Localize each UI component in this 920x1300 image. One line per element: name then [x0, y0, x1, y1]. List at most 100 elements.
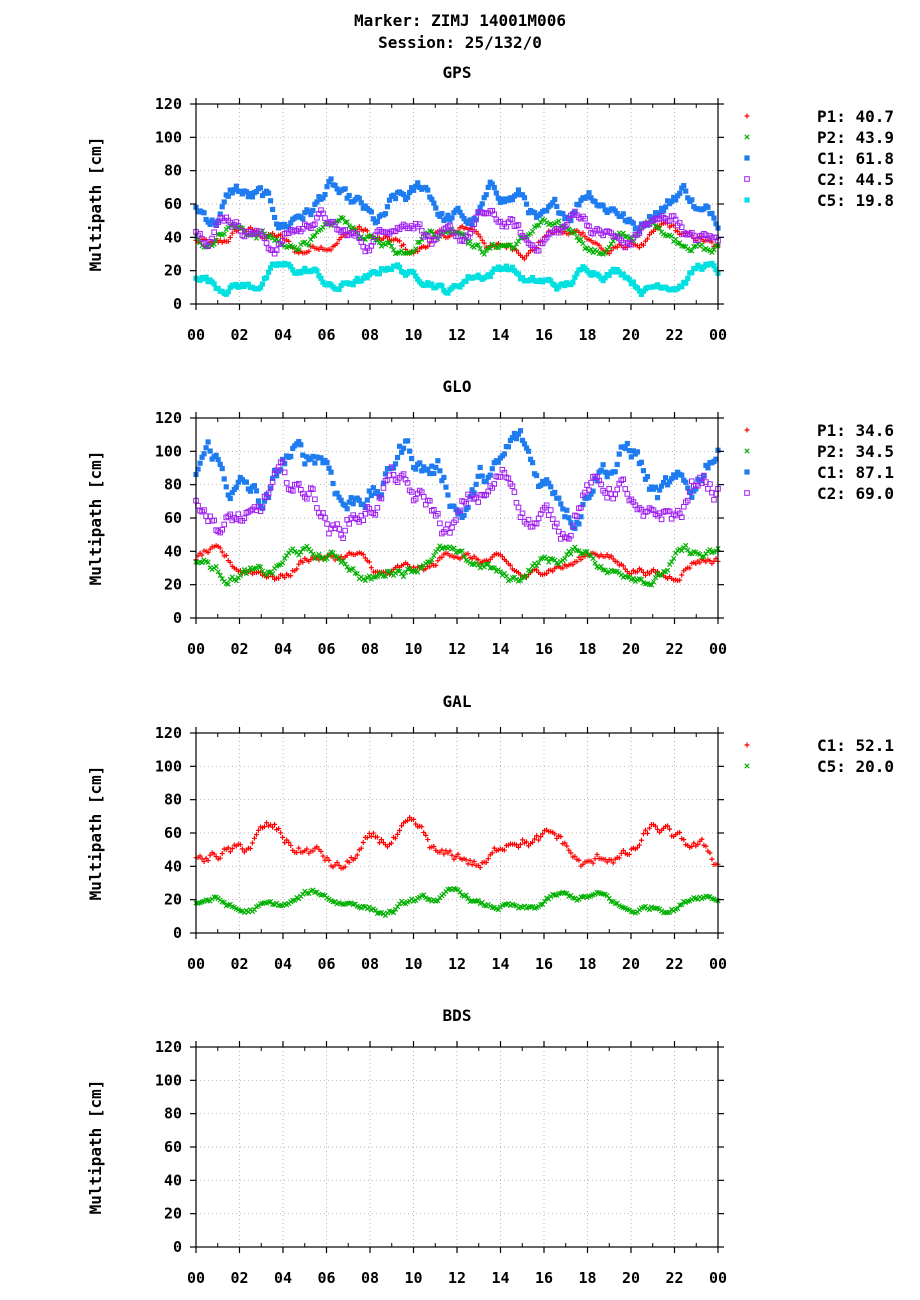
x-tick-label: 08	[361, 640, 379, 658]
chart-title: BDS	[443, 1006, 472, 1025]
chart-panel-gal: GAL Multipath [cm] 00 02 04 06 08 10 12 14 16 18 20 2…	[86, 692, 894, 973]
legend-entry-c5: C5: 20.0	[744, 757, 894, 776]
x-tick-label: 22	[665, 1269, 683, 1287]
x-tick-label: 10	[404, 326, 422, 344]
x-tick-label: 10	[404, 1269, 422, 1287]
y-tick-label: 40	[164, 228, 182, 246]
x-tick-label: 10	[404, 640, 422, 658]
x-tick-label: 00	[709, 640, 727, 658]
legend-label: C2: 44.5	[817, 170, 894, 189]
legend-label: P2: 43.9	[817, 128, 894, 147]
y-tick-label: 40	[164, 542, 182, 560]
data-points	[193, 815, 721, 919]
legend-label: C5: 20.0	[817, 757, 894, 776]
x-tick-label: 00	[709, 1269, 727, 1287]
y-tick-label: 60	[164, 195, 182, 213]
x-tick-label: 02	[230, 1269, 248, 1287]
y-tick-label: 100	[155, 1071, 182, 1089]
x-tick-label: 14	[491, 955, 509, 973]
y-axis-label: Multipath [cm]	[86, 137, 105, 272]
chart-panel-glo: GLO Multipath [cm] 00 02 04 06 08 10 12 14 16 18 20 2…	[86, 377, 894, 658]
y-tick-label: 20	[164, 262, 182, 280]
legend-label: P1: 34.6	[817, 421, 894, 440]
series-c2	[193, 458, 721, 542]
x-tick-label: 04	[274, 1269, 292, 1287]
y-tick-label: 100	[155, 757, 182, 775]
x-tick-label: 08	[361, 1269, 379, 1287]
y-tick-label: 40	[164, 1171, 182, 1189]
y-tick-label: 0	[173, 924, 182, 942]
chart-title: GLO	[443, 377, 472, 396]
x-tick-label: 00	[187, 955, 205, 973]
y-tick-label: 80	[164, 476, 182, 494]
chart-panel-bds: BDS Multipath [cm] 00 02 04 06 08 10 12 14 16 18 20 2…	[86, 1006, 727, 1287]
x-tick-label: 16	[535, 955, 553, 973]
x-tick-label: 06	[317, 955, 335, 973]
x-tick-label: 08	[361, 955, 379, 973]
y-tick-label: 120	[155, 409, 182, 427]
data-points	[193, 428, 721, 588]
x-tick-label: 08	[361, 326, 379, 344]
y-tick-label: 20	[164, 891, 182, 909]
x-tick-label: 18	[578, 1269, 596, 1287]
grid-lines	[196, 1047, 718, 1247]
y-tick-label: 80	[164, 1105, 182, 1123]
y-tick-label: 60	[164, 824, 182, 842]
y-axis-label: Multipath [cm]	[86, 451, 105, 586]
y-axis-label: Multipath [cm]	[86, 766, 105, 901]
legend-entry-c1: C1: 61.8	[744, 149, 894, 168]
legend-entry-p1: P1: 34.6	[744, 421, 894, 440]
legend-label: C2: 69.0	[817, 484, 894, 503]
y-tick-label: 0	[173, 609, 182, 627]
y-tick-label: 60	[164, 509, 182, 527]
x-tick-label: 12	[448, 640, 466, 658]
series-c1	[193, 176, 721, 235]
x-tick-label: 16	[535, 326, 553, 344]
x-tick-label: 06	[317, 326, 335, 344]
x-tick-label: 04	[274, 955, 292, 973]
series-c1	[193, 428, 721, 532]
x-tick-label: 06	[317, 640, 335, 658]
y-tick-label: 120	[155, 95, 182, 113]
x-tick-label: 00	[187, 326, 205, 344]
legend-label: C1: 61.8	[817, 149, 894, 168]
y-tick-label: 100	[155, 442, 182, 460]
legend-label: C1: 87.1	[817, 463, 894, 482]
x-tick-label: 18	[578, 326, 596, 344]
y-tick-label: 80	[164, 162, 182, 180]
x-tick-label: 22	[665, 640, 683, 658]
legend-entry-p1: P1: 40.7	[744, 107, 894, 126]
chart-title: GPS	[443, 63, 472, 82]
x-tick-label: 00	[709, 955, 727, 973]
x-tick-label: 00	[187, 640, 205, 658]
y-tick-label: 0	[173, 295, 182, 313]
y-tick-label: 120	[155, 1038, 182, 1056]
x-tick-label: 16	[535, 1269, 553, 1287]
x-tick-label: 22	[665, 326, 683, 344]
chart-panel-gps: GPS Multipath [cm] 00 02 04 06 08 10 12 14 16 18 20 2…	[86, 63, 894, 344]
x-tick-label: 00	[709, 326, 727, 344]
legend-entry-c2: C2: 44.5	[744, 170, 894, 189]
x-tick-label: 12	[448, 955, 466, 973]
x-tick-label: 04	[274, 326, 292, 344]
figure-title-session: Session: 25/132/0	[378, 33, 542, 52]
x-tick-label: 04	[274, 640, 292, 658]
y-tick-label: 0	[173, 1238, 182, 1256]
data-points	[193, 176, 721, 297]
series-p2	[193, 542, 721, 588]
x-tick-label: 14	[491, 326, 509, 344]
y-axis-label: Multipath [cm]	[86, 1080, 105, 1215]
x-tick-label: 10	[404, 955, 422, 973]
y-tick-label: 120	[155, 724, 182, 742]
x-tick-label: 22	[665, 955, 683, 973]
legend-entry-p2: P2: 43.9	[744, 128, 894, 147]
figure-title-marker: Marker: ZIMJ 14001M006	[354, 11, 566, 30]
legend-label: C1: 52.1	[817, 736, 894, 755]
y-tick-label: 20	[164, 576, 182, 594]
chart-title: GAL	[443, 692, 472, 711]
series-c5	[193, 260, 721, 297]
x-tick-label: 02	[230, 326, 248, 344]
y-tick-label: 60	[164, 1138, 182, 1156]
x-tick-label: 02	[230, 640, 248, 658]
